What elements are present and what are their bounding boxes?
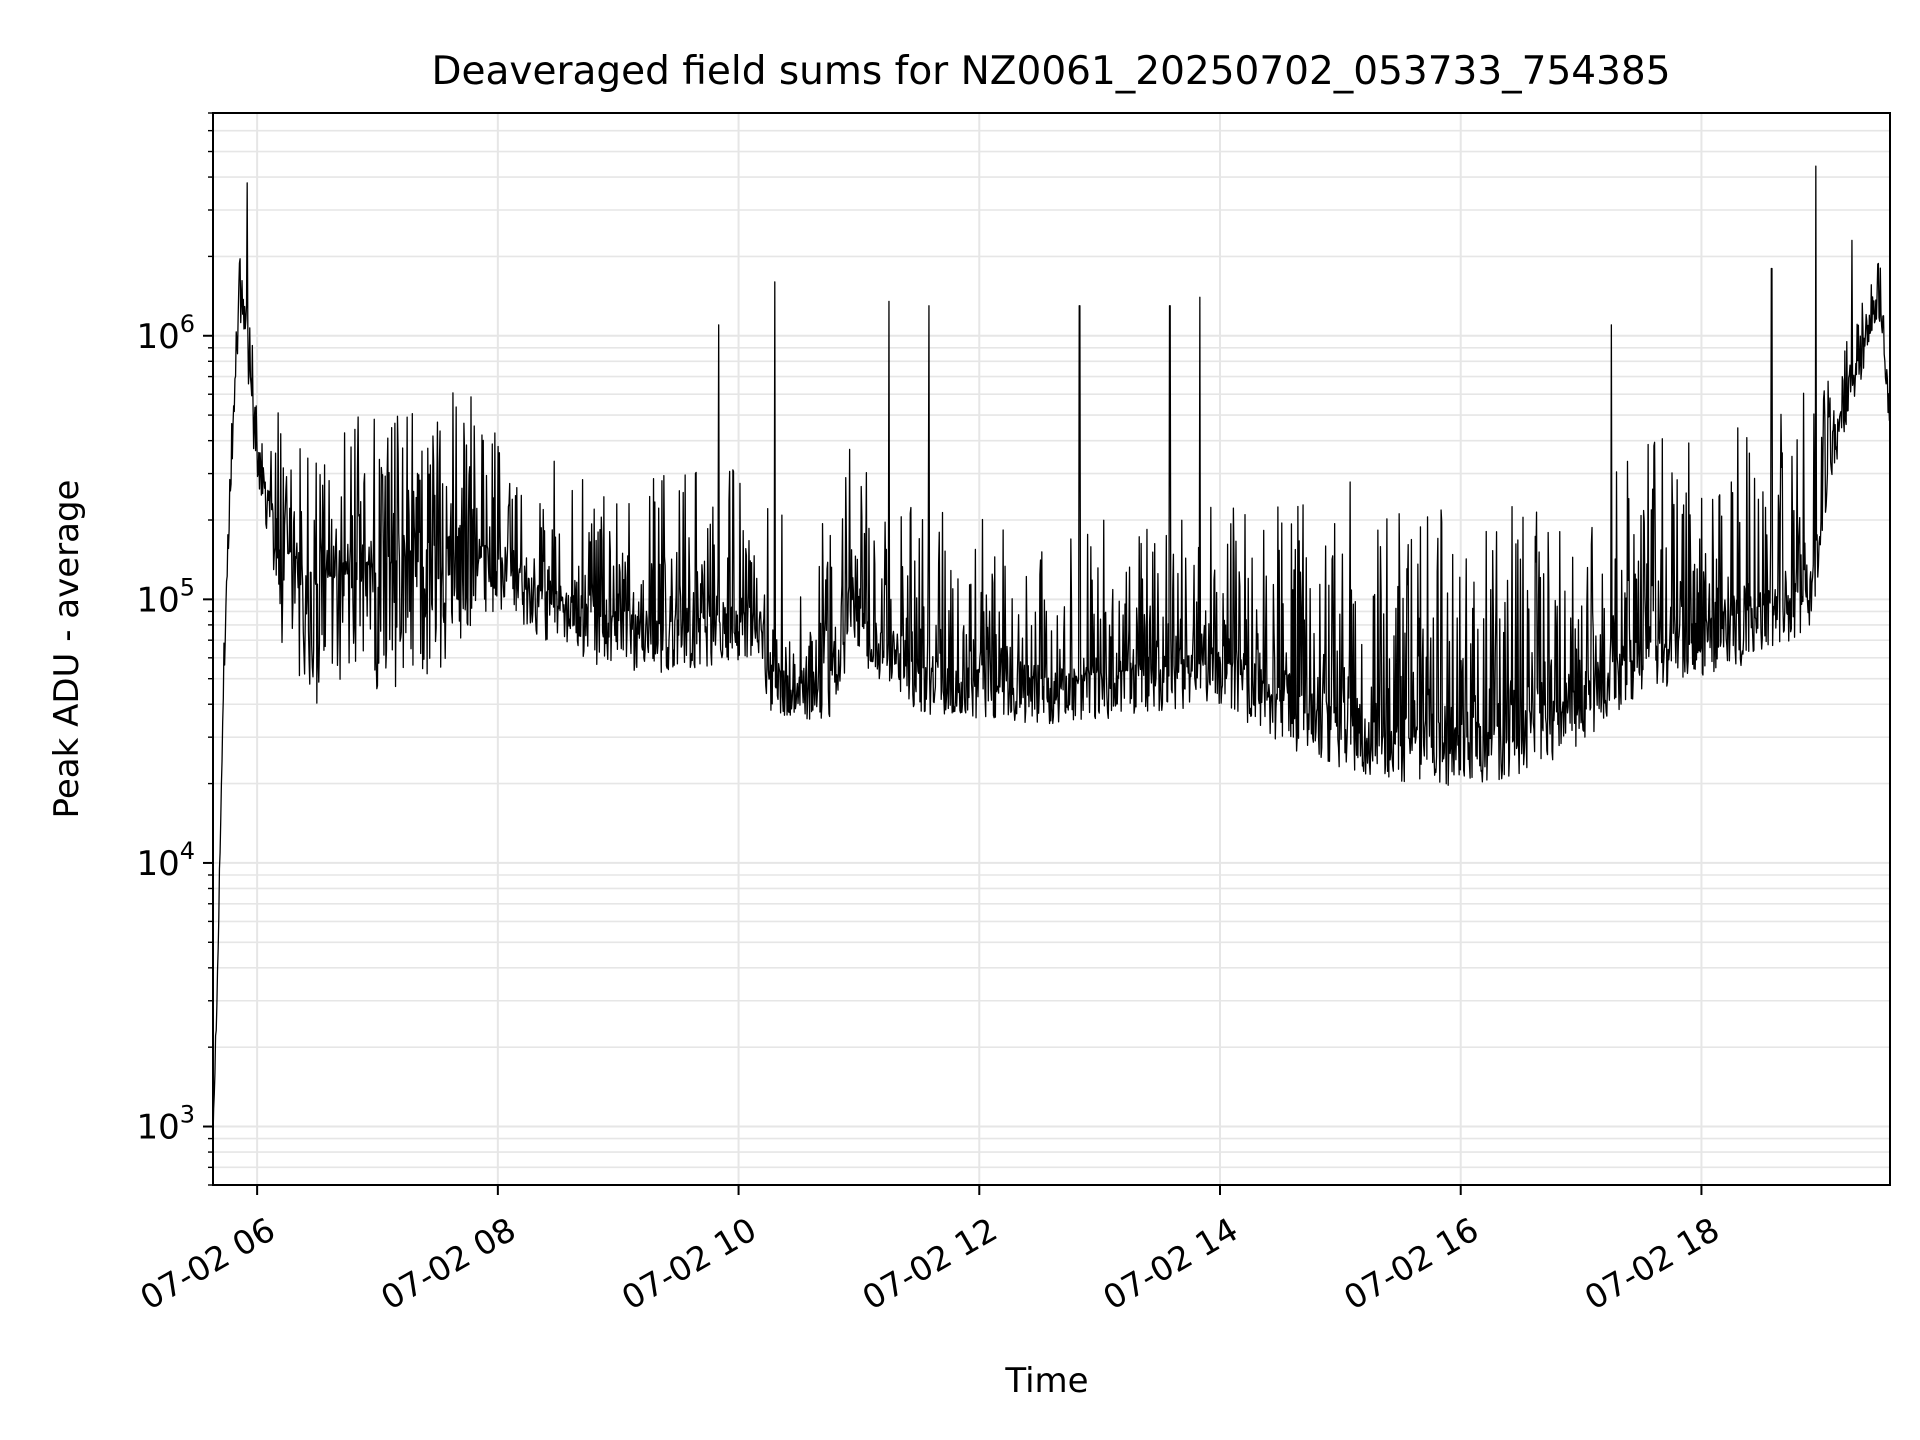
y-tick-exponent: 5 bbox=[180, 573, 195, 601]
y-tick-exponent: 4 bbox=[180, 837, 195, 865]
y-tick-base: 10 bbox=[136, 1108, 179, 1148]
y-tick-exponent: 6 bbox=[180, 310, 195, 338]
y-tick-exponent: 3 bbox=[180, 1101, 195, 1129]
y-tick-base: 10 bbox=[136, 317, 179, 357]
y-tick-base: 10 bbox=[136, 580, 179, 620]
y-tick-label: 106 bbox=[136, 310, 195, 357]
series-group bbox=[212, 165, 1891, 1139]
y-tick-base: 10 bbox=[136, 844, 179, 884]
y-tick-label: 104 bbox=[136, 837, 195, 884]
y-tick-label: 105 bbox=[136, 573, 195, 620]
axes-frame bbox=[212, 112, 1891, 1186]
y-axis-label: Peak ADU - average bbox=[47, 480, 87, 819]
series-line bbox=[212, 165, 1891, 1139]
y-tick-label: 103 bbox=[136, 1101, 195, 1148]
x-axis-label: Time bbox=[1004, 1361, 1088, 1401]
chart-title: Deaveraged field sums for NZ0061_2025070… bbox=[431, 49, 1670, 94]
